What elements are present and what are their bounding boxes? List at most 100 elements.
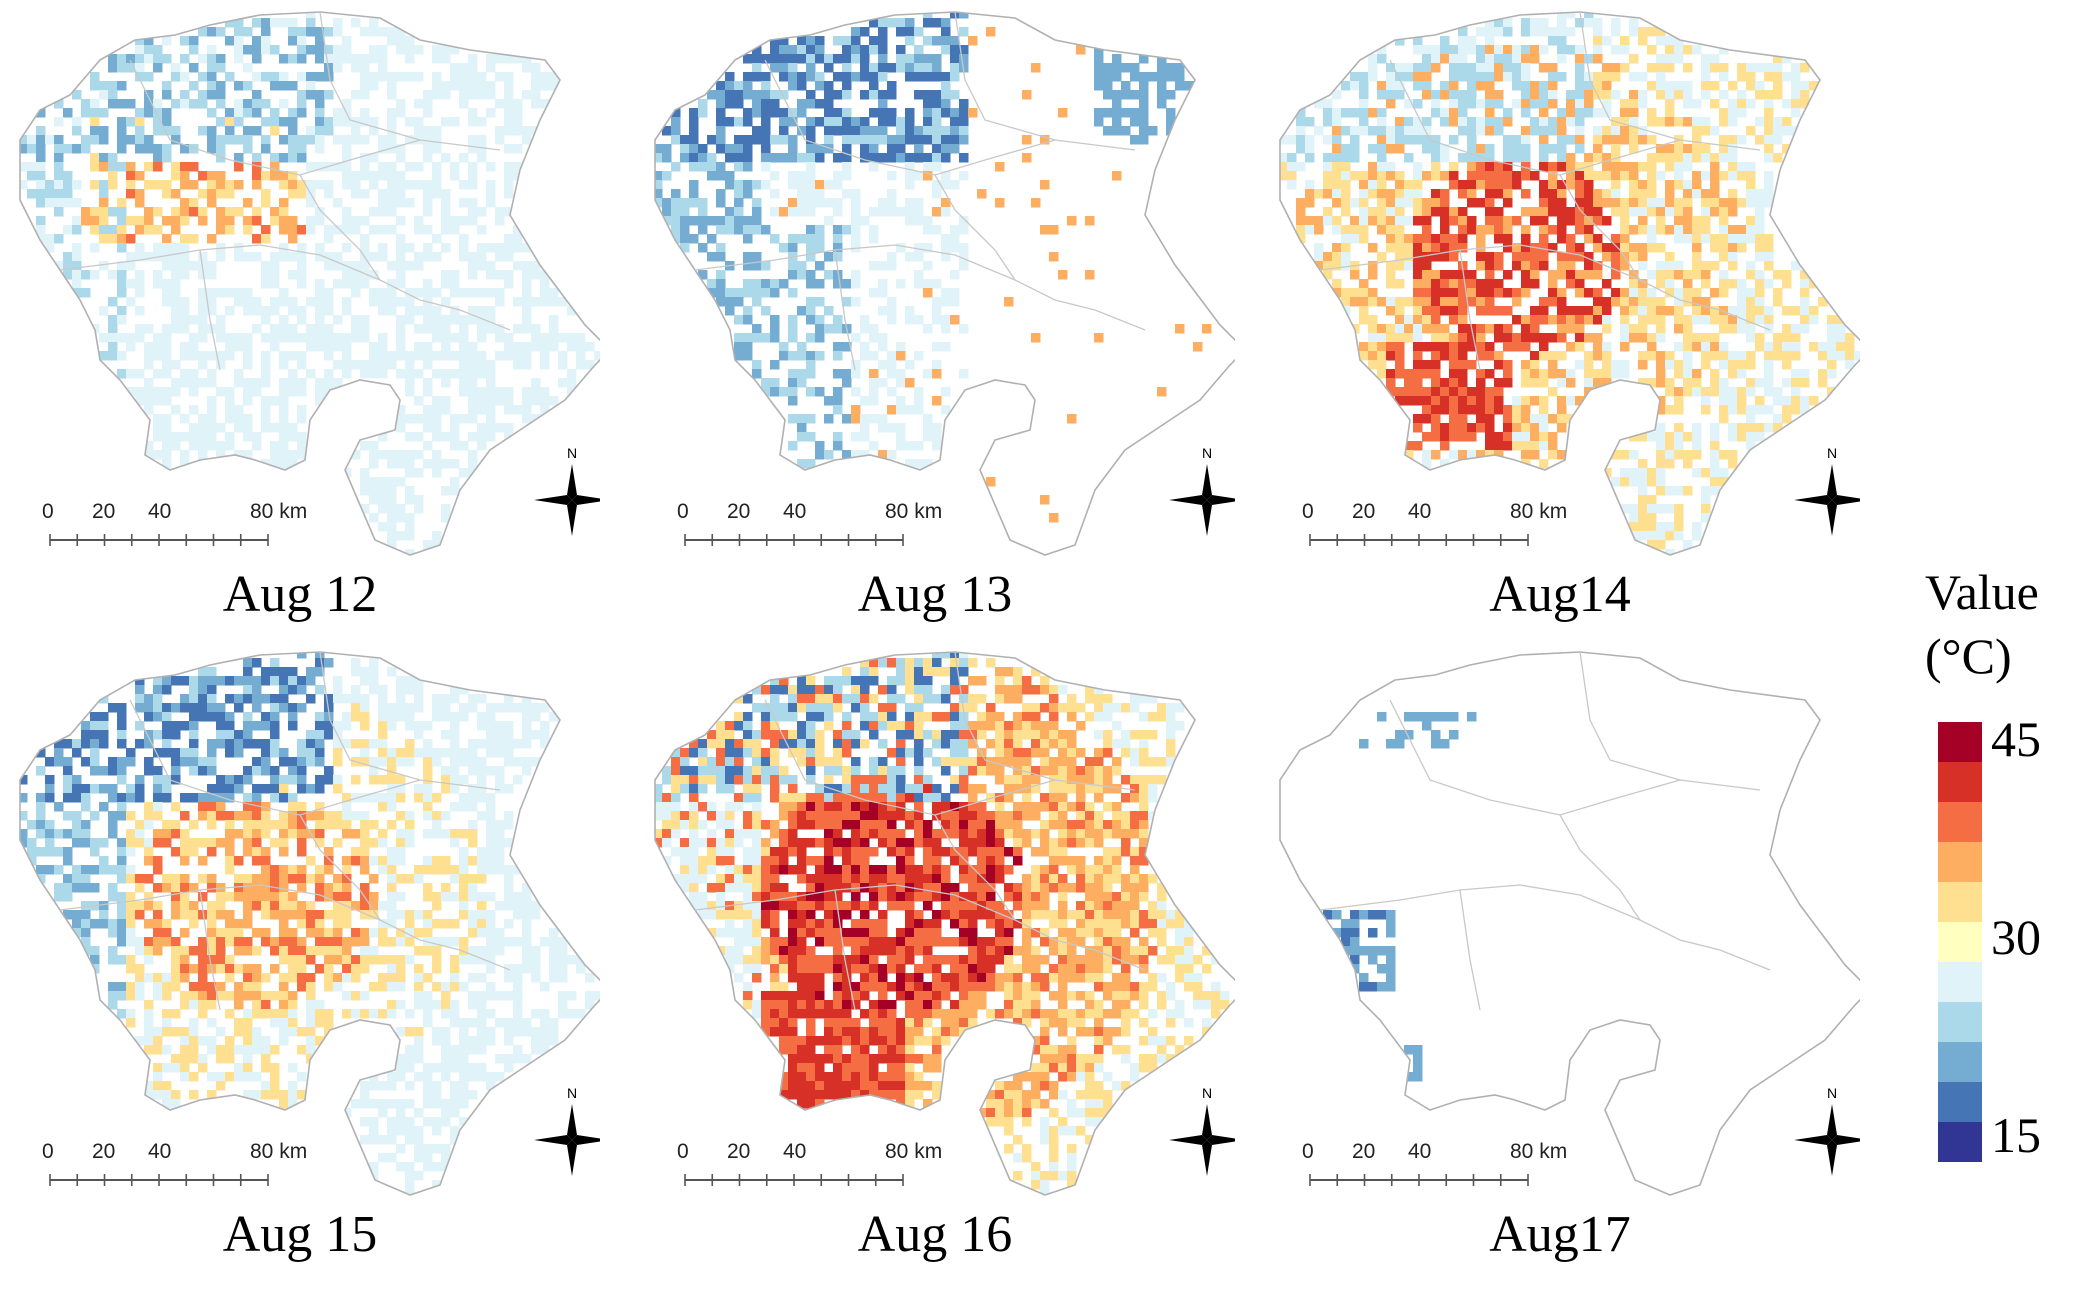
north-label: N (1827, 445, 1837, 461)
temperature-raster (20, 12, 600, 555)
region-outline (654, 11, 1235, 556)
scale-tick-label: 80 km (1510, 1140, 1567, 1163)
legend-swatch (1938, 1042, 1982, 1082)
prefecture-border (1319, 884, 1641, 921)
prefecture-border (199, 889, 221, 1011)
legend-title-unit: (°C) (1925, 628, 2012, 684)
legend-swatch (1938, 722, 1982, 762)
scale-tick-label: 0 (1302, 1140, 1314, 1163)
legend-swatch (1938, 802, 1982, 842)
prefecture-border (1389, 699, 1681, 816)
map-panel-aug15: 0 20 40 80 km N Aug 15 (0, 640, 600, 1263)
prefecture-border (1559, 174, 1641, 281)
scale-tick-label: 40 (148, 1140, 171, 1163)
compass-rose-icon: N (1169, 1085, 1235, 1176)
scale-tick-label: 20 (727, 1140, 750, 1163)
prefecture-border (764, 59, 1056, 176)
scale-tick-label: 40 (783, 1140, 806, 1163)
scale-tick-label: 20 (92, 1140, 115, 1163)
scale-bar: 0 20 40 80 km (42, 1140, 307, 1186)
map-svg: 0 20 40 80 km N (654, 11, 1235, 556)
north-label: N (567, 1085, 577, 1101)
map-svg: 0 20 40 80 km N (19, 11, 600, 556)
prefecture-border (954, 651, 1136, 791)
map-svg: 0 20 40 80 km N (1279, 11, 1860, 556)
scale-tick-label: 20 (727, 500, 750, 523)
prefecture-border (934, 814, 1016, 921)
prefecture-border (1459, 249, 1481, 371)
legend-color-bar (1938, 722, 1982, 1162)
date-label: Aug 13 (857, 566, 1013, 623)
scale-tick-label: 40 (783, 500, 806, 523)
prefecture-border (834, 889, 856, 1011)
prefecture-border (764, 699, 1056, 816)
prefecture-border (299, 174, 381, 281)
prefecture-border (379, 279, 511, 331)
legend-swatch (1938, 1122, 1982, 1162)
temperature-raster (1280, 12, 1860, 555)
scale-tick-label: 20 (92, 500, 115, 523)
date-label: Aug14 (1489, 566, 1631, 623)
scale-tick-label: 80 km (250, 500, 307, 523)
scale-tick-label: 40 (148, 500, 171, 523)
map-panel-aug12: 0 20 40 80 km N Aug 12 (0, 0, 600, 623)
compass-rose-icon: N (1794, 445, 1860, 536)
north-label: N (1202, 1085, 1212, 1101)
compass-rose-icon: N (1794, 1085, 1860, 1176)
scale-tick-label: 80 km (885, 1140, 942, 1163)
legend-swatch (1938, 1082, 1982, 1122)
north-label: N (567, 445, 577, 461)
scale-bar: 0 20 40 80 km (677, 500, 942, 546)
date-label: Aug 16 (857, 1206, 1013, 1263)
prefecture-border (694, 244, 1016, 281)
temperature-raster (655, 12, 1212, 523)
scale-bar: 0 20 40 80 km (1302, 1140, 1567, 1186)
compass-rose-icon: N (534, 445, 600, 536)
map-panel-aug14: 0 20 40 80 km N Aug14 (1260, 0, 1860, 623)
prefecture-border (319, 11, 501, 151)
legend-tick-45: 45 (1991, 711, 2041, 767)
date-label: Aug 12 (222, 566, 378, 623)
scale-tick-label: 20 (1352, 1140, 1375, 1163)
date-label: Aug17 (1489, 1206, 1631, 1263)
north-label: N (1202, 445, 1212, 461)
legend-swatch (1938, 762, 1982, 802)
scale-tick-label: 0 (677, 1140, 689, 1163)
prefecture-border (834, 249, 856, 371)
scale-bar: 0 20 40 80 km (677, 1140, 942, 1186)
region-outline (1279, 651, 1860, 1196)
prefecture-border (59, 244, 381, 281)
north-label: N (1827, 1085, 1837, 1101)
prefecture-border (319, 651, 501, 791)
legend-tick-15: 15 (1991, 1107, 2041, 1163)
scale-bar: 0 20 40 80 km (42, 500, 307, 546)
prefecture-border (379, 919, 511, 971)
scale-tick-label: 40 (1408, 500, 1431, 523)
map-panel-aug13: 0 20 40 80 km N Aug 13 (635, 0, 1235, 623)
prefecture-border (1319, 244, 1641, 281)
scale-tick-label: 20 (1352, 500, 1375, 523)
map-svg: 0 20 40 80 km N (654, 651, 1235, 1196)
compass-rose-icon: N (1169, 445, 1235, 536)
prefecture-border (694, 884, 1016, 921)
region-outline (1279, 11, 1860, 556)
prefecture-border (1579, 651, 1761, 791)
map-svg: 0 20 40 80 km N (1279, 651, 1860, 1196)
prefecture-border (1559, 814, 1641, 921)
prefecture-border (1014, 919, 1146, 971)
scale-tick-label: 0 (677, 500, 689, 523)
scale-tick-label: 80 km (1510, 500, 1567, 523)
region-outline (19, 11, 600, 556)
prefecture-border (1639, 279, 1771, 331)
prefecture-border (1579, 11, 1761, 151)
legend-swatch (1938, 882, 1982, 922)
compass-rose-icon: N (534, 1085, 600, 1176)
prefecture-border (129, 59, 421, 176)
temperature-raster (655, 652, 1230, 1195)
legend-swatch (1938, 1002, 1982, 1042)
scale-tick-label: 80 km (250, 1140, 307, 1163)
prefecture-border (1639, 919, 1771, 971)
color-legend: Value (°C) 45 30 15 (1915, 560, 2074, 1280)
scale-bar: 0 20 40 80 km (1302, 500, 1567, 546)
legend-tick-30: 30 (1991, 909, 2041, 965)
